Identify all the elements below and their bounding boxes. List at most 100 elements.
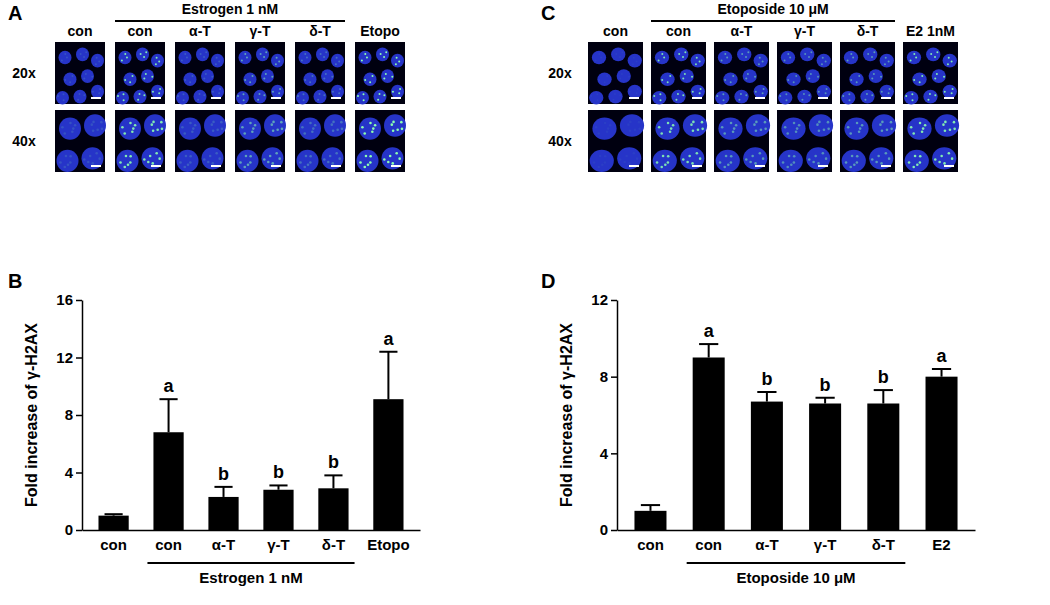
- focus: [336, 128, 339, 131]
- significance-letter: b: [218, 464, 229, 484]
- focus: [881, 129, 884, 132]
- focus: [929, 93, 931, 95]
- nucleus: [655, 117, 679, 139]
- error-bar-cap: [214, 486, 232, 488]
- focus: [152, 121, 155, 124]
- focus: [312, 127, 315, 130]
- nucleus: [691, 85, 705, 99]
- focus: [387, 161, 390, 164]
- error-bar-stem: [168, 399, 170, 432]
- focus: [184, 53, 186, 55]
- y-tick-label: 0: [65, 521, 73, 538]
- focus: [192, 127, 195, 130]
- focus: [849, 132, 852, 135]
- micrograph: [651, 110, 707, 172]
- focus: [218, 92, 220, 94]
- focus: [785, 99, 787, 101]
- focus: [880, 76, 882, 78]
- nucleus: [357, 150, 379, 172]
- focus: [123, 132, 126, 135]
- nucleus: [236, 91, 249, 105]
- focus: [323, 77, 325, 79]
- nucleus: [926, 48, 940, 62]
- focus: [914, 155, 917, 158]
- y-axis: 0481216: [56, 291, 82, 538]
- focus: [319, 93, 321, 95]
- micrograph: [355, 42, 405, 105]
- x-tick-label: δ-T: [322, 536, 345, 553]
- focus: [867, 53, 869, 55]
- focus: [784, 126, 787, 129]
- focus: [919, 122, 922, 125]
- nucleus: [809, 114, 833, 136]
- micrograph: [295, 42, 345, 105]
- focus: [816, 123, 819, 126]
- focus: [364, 53, 366, 55]
- nucleus: [391, 54, 404, 68]
- focus: [91, 76, 93, 78]
- focus: [260, 53, 262, 55]
- nucleus: [59, 117, 81, 139]
- micrograph-background: [175, 110, 225, 172]
- nucleus: [652, 91, 666, 105]
- focus: [398, 92, 400, 94]
- x-tick-label: E2: [932, 536, 950, 553]
- micrograph-background: [840, 42, 895, 104]
- focus: [823, 128, 826, 131]
- significance-letter: a: [164, 376, 175, 396]
- x-tick-label: γ-T: [814, 536, 837, 553]
- focus: [391, 162, 394, 165]
- scale-bar: [881, 97, 891, 99]
- error-bar-stem: [708, 344, 710, 357]
- x-tick: con: [637, 530, 664, 553]
- focus: [659, 93, 661, 95]
- focus: [383, 158, 386, 161]
- nucleus: [628, 54, 642, 68]
- nucleus: [907, 117, 931, 139]
- focus: [663, 57, 665, 59]
- focus: [842, 95, 844, 97]
- y-tick-label: 4: [600, 445, 609, 462]
- focus: [183, 132, 186, 135]
- micrograph: [55, 110, 106, 172]
- focus: [749, 161, 752, 164]
- focus: [632, 63, 634, 65]
- error-bar-stem: [941, 369, 943, 377]
- error-bar-cap: [324, 474, 342, 476]
- focus: [372, 127, 375, 130]
- focus: [661, 53, 663, 55]
- focus: [692, 121, 695, 124]
- focus: [759, 57, 761, 59]
- row-label: 20x: [548, 65, 572, 81]
- focus: [763, 88, 765, 90]
- focus: [245, 155, 248, 158]
- group-header-line: [115, 20, 345, 22]
- focus: [682, 158, 685, 161]
- focus: [186, 57, 188, 59]
- nucleus: [204, 114, 226, 136]
- focus: [247, 163, 250, 166]
- focus: [243, 99, 245, 101]
- micrograph-background: [903, 42, 958, 104]
- focus: [212, 121, 215, 124]
- focus: [762, 157, 765, 160]
- x-tick: con: [100, 530, 127, 553]
- scale-bar: [91, 165, 101, 167]
- micrograph-background: [355, 110, 405, 172]
- focus: [787, 79, 789, 81]
- scale-bar: [818, 165, 828, 167]
- focus: [399, 88, 401, 90]
- y-tick-label: 12: [56, 349, 73, 366]
- focus: [385, 51, 387, 53]
- nucleus: [237, 150, 259, 172]
- scale-bar: [151, 97, 161, 99]
- nucleus: [932, 147, 956, 169]
- focus: [395, 63, 397, 65]
- focus: [395, 152, 398, 155]
- focus: [942, 123, 945, 126]
- focus: [311, 130, 314, 133]
- panel-label: C: [541, 2, 555, 24]
- focus: [92, 91, 94, 93]
- scale-bar: [629, 165, 639, 167]
- focus: [817, 76, 819, 78]
